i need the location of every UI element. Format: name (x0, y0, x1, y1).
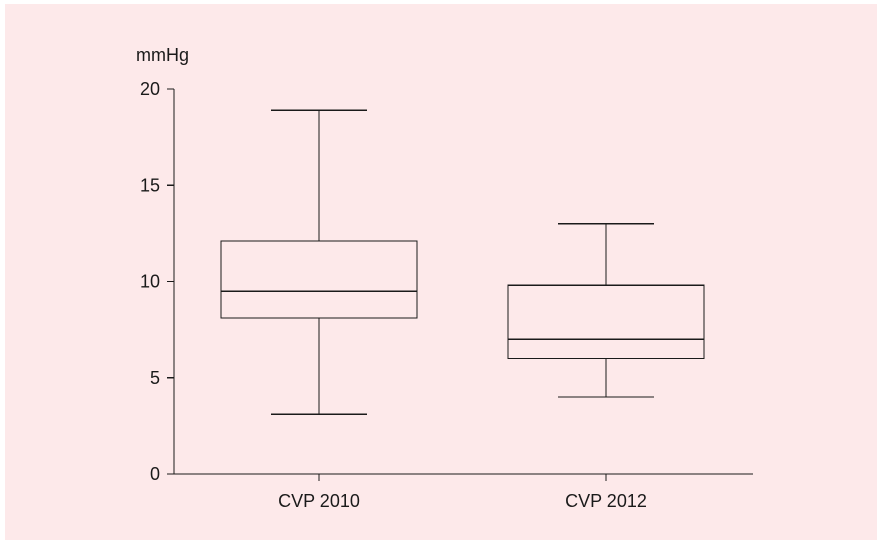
y-ticks: 0 5 10 15 20 (140, 79, 174, 484)
y-tick-label-20: 20 (140, 79, 160, 99)
y-axis-unit-label: mmHg (136, 45, 189, 65)
x-tick-label-1: CVP 2010 (278, 491, 360, 511)
boxes (220, 109, 705, 415)
box-group-1 (220, 109, 418, 415)
y-tick-label-0: 0 (150, 464, 160, 484)
chart-panel (5, 4, 877, 540)
y-tick-label-15: 15 (140, 175, 160, 195)
box-group-2 (507, 223, 705, 398)
y-tick-label-10: 10 (140, 272, 160, 292)
x-tick-labels: CVP 2010 CVP 2012 (278, 474, 647, 511)
iqr-box (507, 284, 705, 360)
iqr-box (220, 240, 418, 319)
y-tick-label-5: 5 (150, 368, 160, 388)
x-tick-label-2: CVP 2012 (565, 491, 647, 511)
axes (173, 89, 753, 475)
